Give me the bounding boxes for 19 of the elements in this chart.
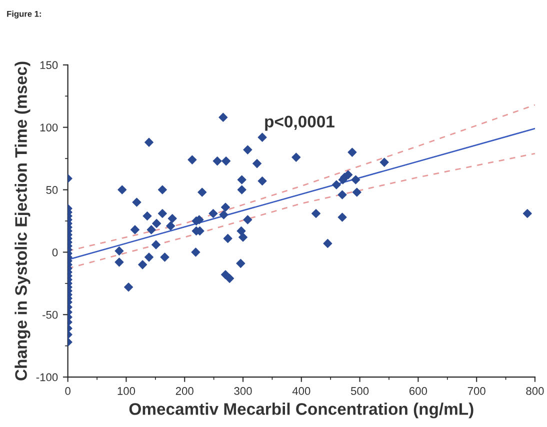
y-tick-label: 0	[52, 248, 58, 256]
annotation: p<0,0001	[265, 116, 334, 131]
x-tick-label: 800	[526, 387, 544, 395]
x-tick-label: 400	[292, 387, 310, 395]
y-axis-title: Change in Systolic Ejection Time (msec)	[14, 62, 30, 380]
x-tick-label: 300	[234, 387, 252, 395]
x-tick-label: 0	[65, 387, 70, 395]
x-tick-label: 100	[118, 387, 136, 395]
x-tick-label: 500	[350, 387, 369, 395]
y-tick-label: -50	[42, 310, 58, 319]
x-tick-label: 600	[409, 387, 428, 395]
y-tick-label: 150	[40, 61, 58, 70]
y-tick-label: 50	[46, 186, 58, 194]
y-tick-label: 100	[40, 124, 58, 132]
caption: Figure 1:	[7, 10, 41, 18]
x-tick-label: 700	[468, 387, 486, 395]
x-tick-label: 200	[176, 387, 194, 395]
x-axis-title: Omecamtiv Mecarbil Concentration (ng/mL)	[129, 402, 474, 418]
y-tick-label: -100	[36, 373, 58, 382]
